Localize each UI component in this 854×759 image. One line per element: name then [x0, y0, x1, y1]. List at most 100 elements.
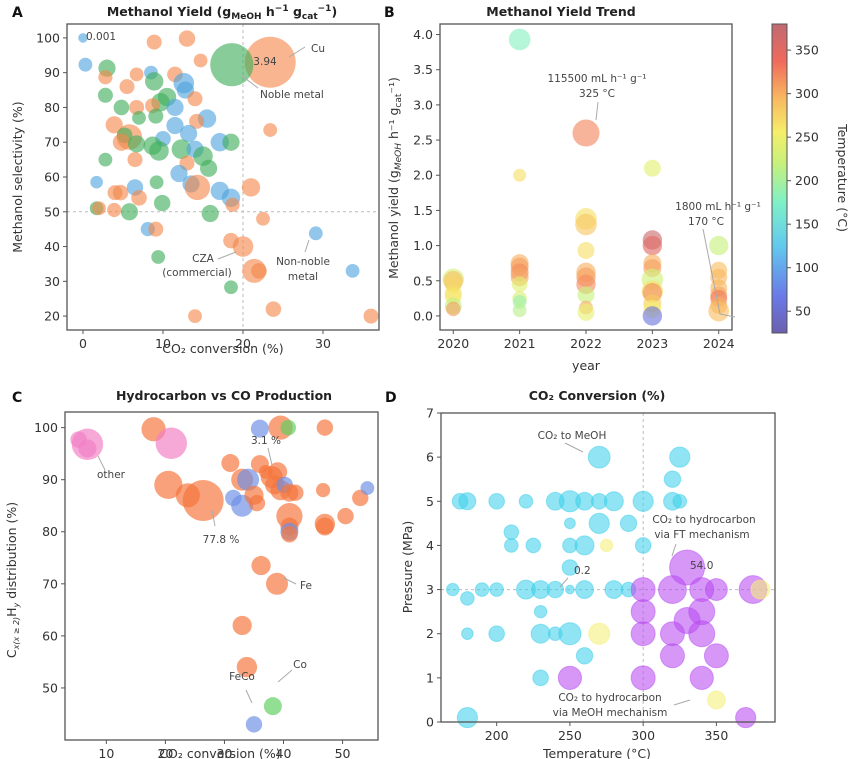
data-point	[488, 492, 505, 510]
data-point	[659, 643, 685, 669]
colorbar-label: Temperature (°C)	[835, 123, 850, 232]
data-point	[577, 303, 595, 321]
data-point	[688, 620, 716, 648]
y-tick-label: 4	[426, 538, 434, 553]
data-point	[251, 263, 267, 279]
data-point	[154, 470, 183, 499]
y-tick-label: 2.5	[413, 133, 433, 148]
annot-nonnoble: Non-noble	[276, 256, 330, 268]
data-point	[248, 494, 266, 512]
data-point	[561, 559, 579, 576]
data-point	[128, 135, 146, 153]
leader-mm	[673, 699, 691, 706]
x-tick-label: 20	[157, 746, 173, 759]
data-point	[105, 116, 123, 134]
leader-meoh	[564, 442, 584, 453]
data-point	[489, 582, 504, 597]
leader-min-conv	[559, 577, 569, 588]
data-point	[337, 507, 354, 525]
data-point	[151, 250, 166, 264]
data-point	[575, 580, 594, 599]
annot-cza: CZA	[192, 253, 215, 265]
y-tick-label: 70	[42, 576, 58, 591]
data-point	[146, 34, 162, 50]
data-point	[236, 656, 258, 678]
data-point	[149, 175, 164, 190]
colorbar-tick-label: 50	[795, 304, 811, 319]
panel-b-xlabel: year	[572, 358, 601, 373]
data-point	[634, 537, 652, 554]
data-point	[575, 647, 594, 665]
data-point	[445, 301, 461, 317]
panel-d-xlabel: Temperature (°C)	[542, 746, 651, 759]
data-point	[225, 197, 240, 212]
data-point	[604, 580, 624, 599]
y-tick-label: 90	[42, 472, 58, 487]
colorbar-tick-label: 300	[795, 86, 819, 101]
data-point	[503, 524, 520, 540]
data-point	[148, 108, 164, 124]
annot-co2-to-meoh: CO₂ to MeOH	[538, 430, 607, 442]
panel-a-annotations: 0.001 3.94 Cu Noble metal CZA (commercia…	[86, 31, 330, 283]
data-point	[587, 445, 611, 469]
y-tick-label: 40	[44, 239, 60, 254]
y-tick-label: 60	[44, 170, 60, 185]
data-point	[488, 625, 505, 643]
data-point	[193, 53, 208, 68]
data-point	[171, 139, 192, 159]
data-point	[632, 490, 654, 512]
x-tick-label: 10	[98, 746, 114, 759]
panel-b-label: B	[384, 5, 395, 21]
data-point	[256, 211, 270, 226]
x-tick-label: 200	[485, 728, 509, 743]
panel-b: B Methanol Yield Trend 2020 2021 2022 2023 2…	[384, 4, 850, 373]
panel-c: C Hydrocarbon vs CO Production 10 20 30 40 5…	[4, 388, 379, 759]
x-tick-label: 50	[335, 746, 351, 759]
x-tick-label: 0	[79, 336, 87, 351]
data-point	[200, 159, 218, 177]
data-point	[643, 159, 661, 177]
annot-noble-metal: Noble metal	[260, 89, 324, 101]
data-point	[129, 67, 144, 82]
x-tick-label: 2022	[570, 336, 602, 351]
leader-ft	[671, 543, 677, 557]
panel-b-annotations: 115500 mL h⁻¹ g⁻¹ 325 °C 1800 mL h⁻¹ g⁻¹…	[548, 73, 761, 318]
x-tick-label: 2024	[703, 336, 735, 351]
data-point	[735, 706, 757, 729]
data-point	[78, 439, 97, 458]
data-point	[315, 482, 331, 498]
panel-c-xlabel: CO₂ conversion (%)	[159, 746, 280, 759]
data-point	[474, 582, 490, 597]
y-tick-label: 1.0	[413, 238, 433, 253]
data-point	[92, 201, 106, 216]
data-point	[532, 669, 549, 687]
annot-min-yield: 0.001	[86, 31, 116, 43]
data-point	[308, 226, 323, 241]
annot-low-ghsv: 1800 mL h⁻¹ g⁻¹	[675, 201, 761, 213]
annot-low-temp: 170 °C	[688, 216, 724, 228]
data-point	[112, 184, 129, 201]
data-point	[127, 152, 143, 168]
data-point	[221, 454, 240, 473]
data-point	[458, 492, 477, 511]
data-point	[630, 665, 656, 691]
data-point	[575, 491, 594, 511]
data-point	[315, 517, 334, 536]
data-point	[707, 690, 726, 710]
data-point	[201, 204, 219, 223]
annot-max-conv: 54.0	[690, 560, 713, 572]
data-point	[558, 622, 582, 646]
colorbar-tick-label: 350	[795, 43, 819, 58]
data-point	[530, 623, 551, 644]
x-tick-label: 300	[631, 728, 655, 743]
data-point	[557, 665, 583, 690]
y-tick-label: 90	[44, 65, 60, 80]
data-point	[232, 615, 252, 636]
y-tick-label: 5	[426, 494, 434, 509]
data-point	[155, 427, 188, 459]
data-point	[546, 580, 564, 599]
y-tick-label: 1.5	[413, 203, 433, 218]
data-point	[222, 133, 240, 151]
data-point	[460, 591, 475, 606]
